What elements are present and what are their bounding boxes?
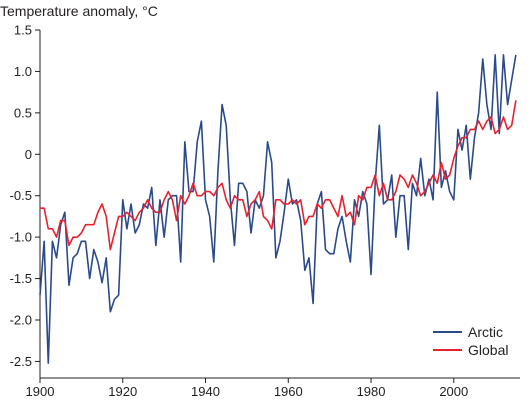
- y-tick-label: -0.5: [10, 188, 32, 203]
- y-tick-label: 1.0: [14, 64, 32, 79]
- y-tick-label: -2.5: [10, 354, 32, 369]
- y-tick-label: 0: [25, 147, 32, 162]
- series-line-arctic: [39, 54, 517, 364]
- y-tick-label: 0.5: [14, 105, 32, 120]
- legend-label-global: Global: [468, 342, 508, 358]
- x-tick-label: 1900: [26, 384, 55, 399]
- y-tick-label: -1.5: [10, 271, 32, 286]
- y-tick-label: 1.5: [14, 23, 32, 38]
- y-tick-label: -1.0: [10, 230, 32, 245]
- y-axis-label: Temperature anomaly, °C: [0, 3, 158, 19]
- y-tick-label: -2.0: [10, 313, 32, 328]
- x-tick-label: 1960: [274, 384, 303, 399]
- legend: Arctic Global: [433, 324, 508, 358]
- legend-label-arctic: Arctic: [468, 324, 503, 340]
- x-tick-label: 1940: [191, 384, 220, 399]
- series-line-global: [40, 100, 517, 251]
- x-tick-label: 1920: [108, 384, 137, 399]
- x-tick-label: 1980: [357, 384, 386, 399]
- x-tick-label: 2000: [439, 384, 468, 399]
